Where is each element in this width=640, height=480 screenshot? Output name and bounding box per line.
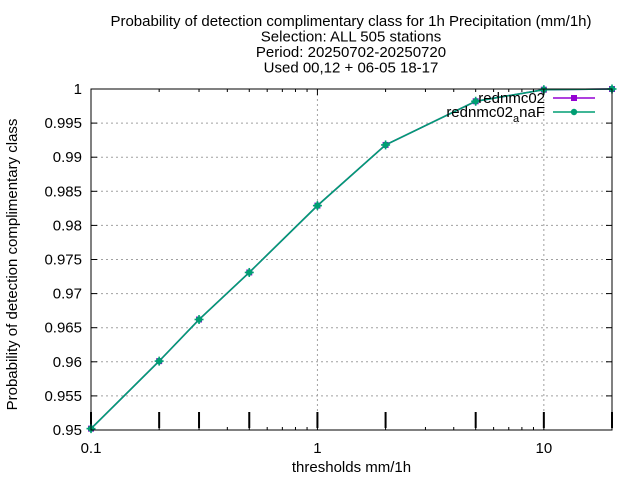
- x-tick-label: 1: [313, 440, 321, 457]
- data-point: [312, 201, 322, 211]
- y-tick-label: 0.97: [53, 286, 82, 303]
- axis-ticks: 0.95 0.955 0.96 0.965 0.97 0.975 0.98 0.985 0.99…: [44, 81, 613, 457]
- y-axis-label: Probability of detection complimentary c…: [4, 119, 21, 411]
- series-line-1: [90, 88, 613, 430]
- grid-lines: [90, 88, 612, 431]
- series-lines: [86, 84, 617, 434]
- y-tick-label: 0.975: [44, 252, 82, 269]
- y-tick-label: 0.955: [44, 388, 82, 405]
- y-tick-label: 0.96: [53, 354, 82, 371]
- x-tick-label: 10: [535, 440, 552, 457]
- data-point: [154, 356, 164, 366]
- y-tick-label: 0.95: [53, 422, 82, 439]
- x-tick-label: 0.1: [81, 440, 102, 457]
- series-line-0: [90, 88, 613, 430]
- legend-marker: [571, 95, 577, 101]
- y-tick-label: 0.98: [53, 217, 82, 234]
- y-tick-label: 0.99: [53, 149, 82, 166]
- data-point: [244, 267, 254, 277]
- title-line: Selection: ALL 505 stations: [261, 29, 441, 46]
- legend-label-1: rednmc02anaF: [446, 104, 545, 125]
- legend-label-0: rednmc02: [478, 90, 545, 107]
- y-tick-label: 0.995: [44, 115, 82, 132]
- data-point: [471, 96, 481, 106]
- data-point: [194, 315, 204, 325]
- title-line: Used 00,12 + 06-05 18-17: [264, 60, 439, 77]
- chart-title: Probability of detection complimentary c…: [110, 13, 591, 77]
- y-tick-label: 1: [74, 81, 82, 98]
- title-line: Period: 20250702-20250720: [256, 44, 446, 61]
- y-tick-label: 0.965: [44, 320, 82, 337]
- y-tick-label: 0.985: [44, 183, 82, 200]
- x-axis-label: thresholds mm/1h: [292, 459, 411, 476]
- legend-marker: [570, 108, 578, 116]
- data-point: [381, 140, 391, 150]
- observation-markers: [90, 412, 613, 428]
- title-line: Probability of detection complimentary c…: [110, 13, 591, 30]
